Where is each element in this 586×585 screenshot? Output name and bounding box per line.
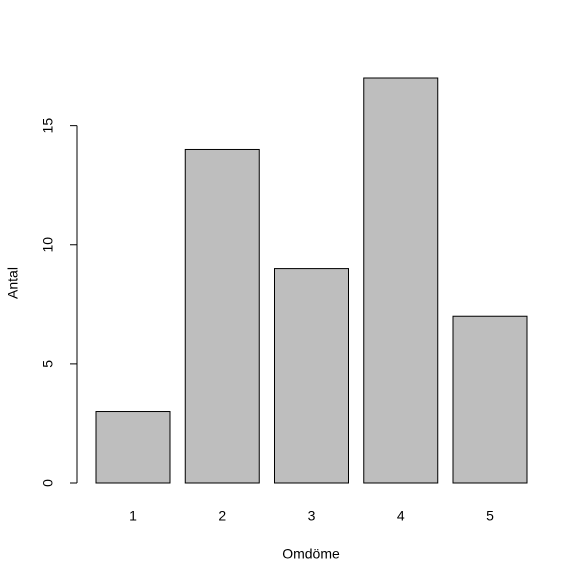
bar bbox=[95, 411, 171, 484]
x-tick-label: 3 bbox=[308, 508, 316, 524]
y-tick-label: 0 bbox=[40, 479, 56, 487]
bar bbox=[184, 148, 260, 484]
x-tick-label: 5 bbox=[486, 508, 494, 524]
bar bbox=[452, 315, 528, 484]
y-tick-label: 10 bbox=[40, 237, 56, 253]
bar bbox=[274, 268, 349, 484]
x-axis-label: Omdöme bbox=[282, 546, 340, 562]
x-tick-label: 4 bbox=[397, 508, 405, 524]
y-tick-label: 5 bbox=[40, 360, 56, 368]
x-tick-label: 2 bbox=[218, 508, 226, 524]
y-tick-label: 15 bbox=[40, 118, 56, 134]
x-tick-label: 1 bbox=[129, 508, 137, 524]
bar bbox=[363, 77, 439, 484]
y-axis-label: Antal bbox=[5, 267, 21, 299]
